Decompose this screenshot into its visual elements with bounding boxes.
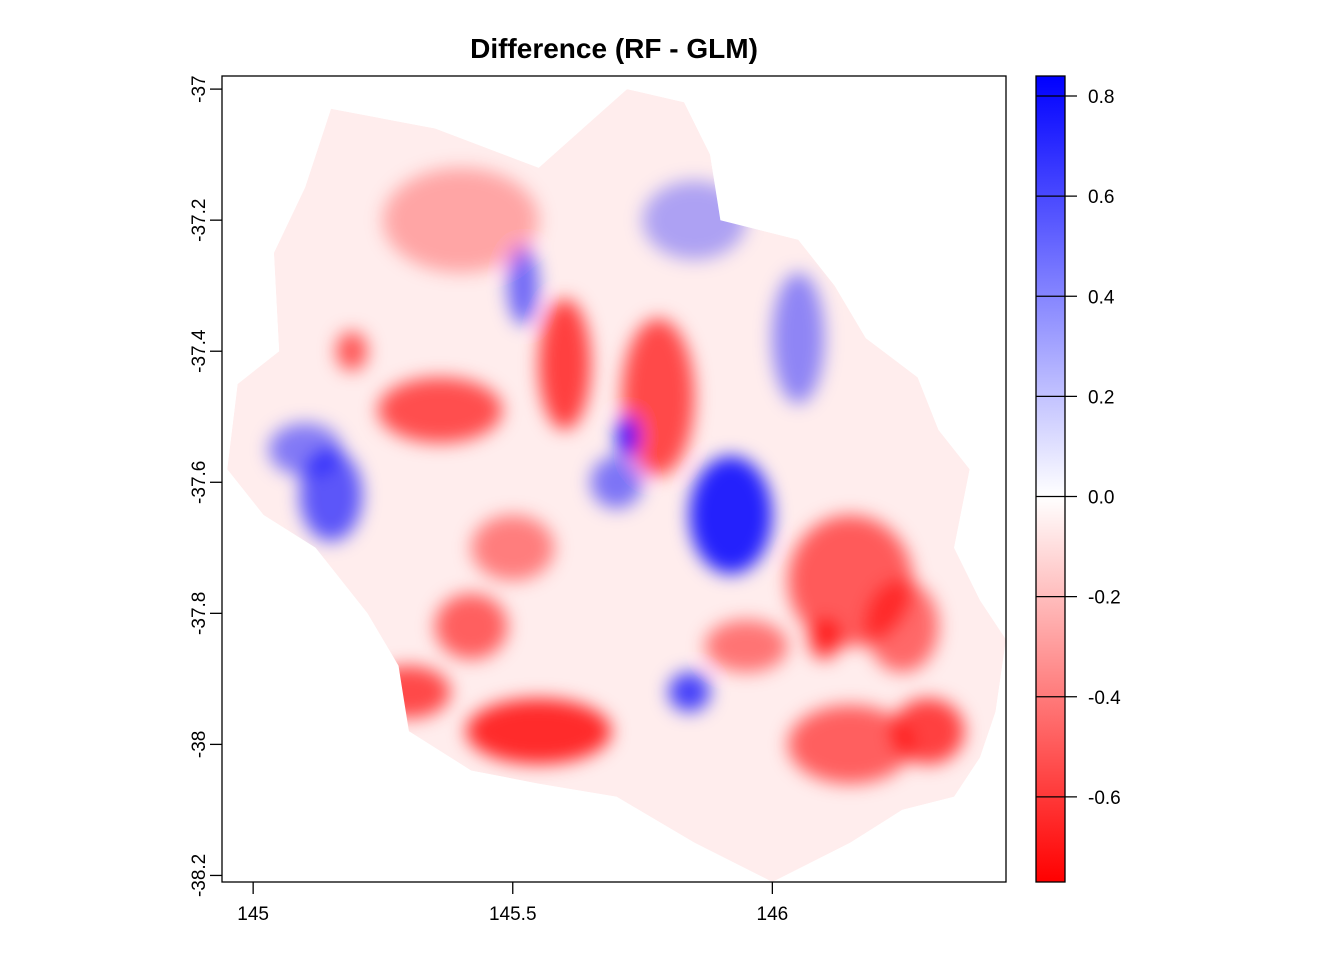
negative-difference-patch xyxy=(336,331,368,371)
colorbar-tick-label: -0.2 xyxy=(1088,588,1121,609)
colorbar-ticks: 0.8 0.6 0.4 0.2 0.0 -0.2 -0.4 -0.6 xyxy=(1036,87,1121,809)
y-tick-label: -38.2 xyxy=(189,854,210,897)
x-tick-label: 145.5 xyxy=(489,904,537,925)
negative-difference-patch xyxy=(367,665,451,719)
colorbar-tick-label: 0.2 xyxy=(1088,387,1114,408)
raster-layer xyxy=(227,89,1006,883)
y-tick-label: -37.8 xyxy=(189,592,210,635)
negative-difference-patch xyxy=(538,298,591,430)
negative-difference-patch xyxy=(808,619,840,660)
colorbar-tick-label: 0.6 xyxy=(1088,187,1114,208)
plot-frame xyxy=(221,75,1007,883)
y-tick-label: -37.4 xyxy=(189,329,210,373)
positive-difference-patch xyxy=(616,416,638,457)
positive-difference-patch xyxy=(668,672,711,712)
color-legend: 0.8 0.6 0.4 0.2 0.0 -0.2 -0.4 -0.6 xyxy=(1035,75,1121,883)
colorbar-tick-label: 0.4 xyxy=(1088,287,1115,308)
negative-difference-patch xyxy=(382,167,539,273)
colorbar-tick-label: -0.6 xyxy=(1088,788,1121,809)
positive-difference-patch xyxy=(772,272,825,404)
negative-difference-patch xyxy=(865,580,939,673)
y-tick-label: -37.2 xyxy=(189,199,210,242)
negative-difference-patch xyxy=(787,705,913,784)
y-tick-label: -38 xyxy=(189,731,210,758)
colorbar xyxy=(1035,75,1066,883)
positive-difference-patch xyxy=(590,456,643,509)
positive-difference-patch xyxy=(689,456,773,574)
x-tick-label: 146 xyxy=(757,904,789,925)
y-tick-label: -37.6 xyxy=(189,461,210,504)
y-tick-label: -37 xyxy=(189,75,210,102)
x-axis: 145 145.5 146 xyxy=(237,882,788,925)
negative-difference-patch xyxy=(891,698,965,765)
positive-difference-patch xyxy=(642,180,747,260)
positive-difference-patch xyxy=(507,246,539,325)
x-tick-label: 145 xyxy=(237,904,269,925)
colorbar-tick-label: -0.4 xyxy=(1088,688,1121,709)
negative-difference-patch xyxy=(466,698,612,765)
negative-difference-patch xyxy=(377,377,503,444)
y-axis: -37 -37.2 -37.4 -37.6 -37.8 -38 -38.2 xyxy=(189,75,222,897)
positive-difference-patch xyxy=(268,423,342,476)
colorbar-tick-label: 0.0 xyxy=(1088,488,1114,509)
map-title: Difference (RF - GLM) xyxy=(470,33,758,64)
colorbar-tick-label: 0.8 xyxy=(1088,87,1114,108)
negative-difference-patch xyxy=(434,593,508,660)
negative-difference-patch xyxy=(621,318,695,476)
negative-difference-patch xyxy=(471,515,555,581)
negative-difference-patch xyxy=(704,619,788,673)
